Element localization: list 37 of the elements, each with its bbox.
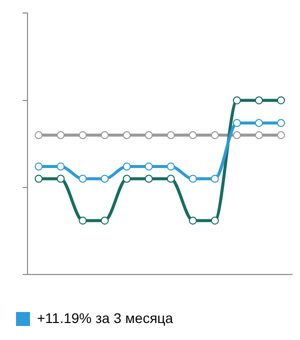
point: [166, 131, 175, 140]
point: [34, 162, 43, 171]
point: [122, 174, 131, 183]
point: [100, 174, 109, 183]
point: [34, 174, 43, 183]
point: [122, 131, 131, 140]
point: [254, 118, 263, 127]
point: [210, 216, 219, 225]
point: [188, 174, 197, 183]
point: [144, 174, 153, 183]
point: [276, 118, 285, 127]
legend-label: +11.19% за 3 месяца: [37, 310, 174, 326]
point: [166, 174, 175, 183]
point: [254, 131, 263, 140]
point: [144, 131, 153, 140]
point: [78, 216, 87, 225]
point: [144, 162, 153, 171]
point: [166, 162, 175, 171]
point: [210, 174, 219, 183]
point: [232, 118, 241, 127]
point: [56, 131, 65, 140]
point: [56, 162, 65, 171]
point: [254, 96, 263, 104]
point: [188, 131, 197, 140]
point: [78, 174, 87, 183]
point: [34, 131, 43, 140]
point: [276, 96, 285, 104]
point: [188, 216, 197, 225]
point: [100, 216, 109, 225]
point: [210, 131, 219, 140]
point: [100, 131, 109, 140]
point: [122, 162, 131, 171]
point: [232, 131, 241, 140]
point: [56, 174, 65, 183]
point: [78, 131, 87, 140]
point: [276, 131, 285, 140]
point: [232, 96, 241, 104]
